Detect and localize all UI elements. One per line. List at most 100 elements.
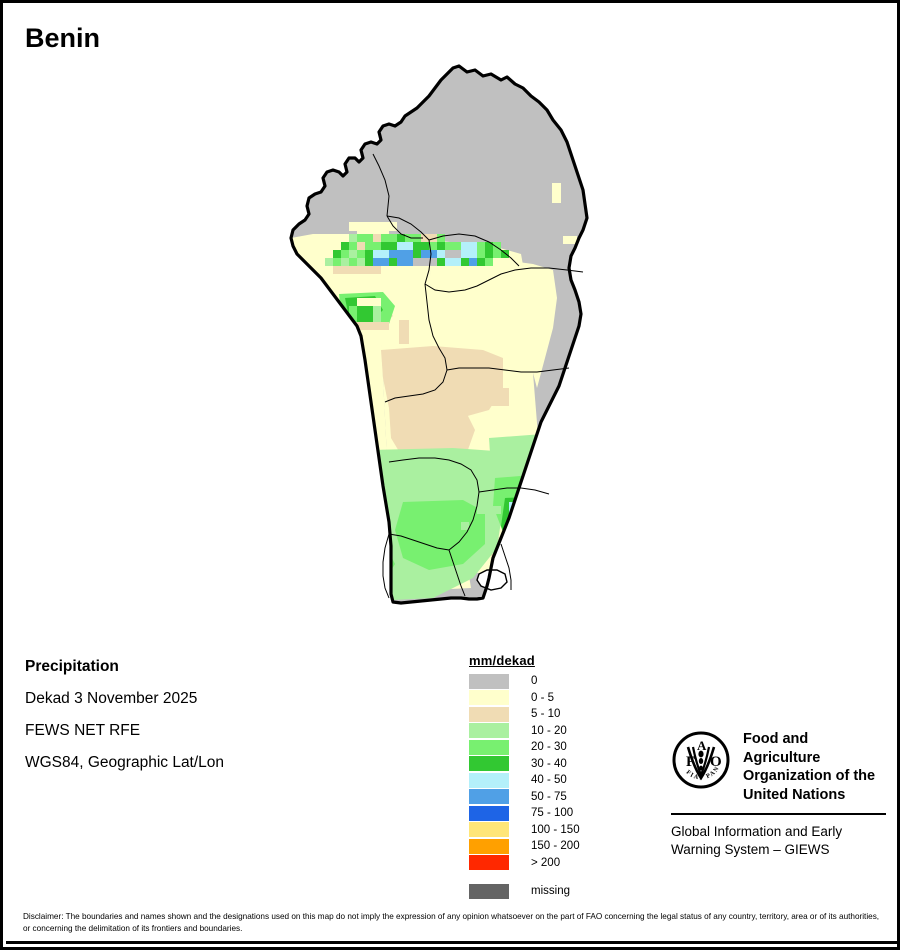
precip-cell [349, 242, 357, 250]
legend-swatch [469, 739, 509, 755]
legend-label: 30 - 40 [531, 757, 567, 770]
fao-logo-icon: F A O FIAT PANIS [669, 725, 731, 795]
precip-cell [389, 266, 397, 274]
legend-swatch [469, 756, 509, 772]
precip-cell [405, 266, 413, 274]
map-svg [289, 64, 605, 605]
precip-cell [349, 234, 357, 242]
precip-cell [357, 322, 365, 330]
legend-item-missing: missing [469, 883, 649, 900]
precip-cell [357, 250, 365, 258]
precip-cell [421, 250, 429, 258]
legend-swatch [469, 723, 509, 739]
precip-cell [485, 242, 493, 250]
precip-cell [413, 250, 421, 258]
precip-cell [477, 250, 485, 258]
precip-cell [365, 234, 373, 242]
legend-item-7: 50 - 75 [469, 789, 649, 806]
precip-cell [325, 250, 333, 258]
precip-cell [453, 250, 461, 258]
legend-item-5: 30 - 40 [469, 756, 649, 773]
legend-item-6: 40 - 50 [469, 772, 649, 789]
precip-cell [357, 306, 365, 314]
precip-cell [357, 266, 365, 274]
precip-cell [445, 258, 453, 266]
precip-cell [525, 546, 533, 554]
precip-cell [349, 266, 357, 274]
legend-label: > 200 [531, 856, 561, 869]
precip-cell [357, 314, 365, 322]
legend-label: 150 - 200 [531, 840, 580, 853]
benin-precipitation-map [253, 58, 673, 623]
legend-item-4: 20 - 30 [469, 739, 649, 756]
precip-cell [373, 298, 381, 306]
legend-swatch [469, 690, 509, 706]
precip-cell [397, 234, 405, 242]
precip-cell [405, 234, 413, 242]
precip-cell [341, 242, 349, 250]
precip-cell [421, 258, 429, 266]
precip-cell [461, 250, 469, 258]
precip-cell [365, 298, 373, 306]
legend-item-3: 10 - 20 [469, 723, 649, 740]
disclaimer-text: Disclaimer: The boundaries and names sho… [23, 912, 880, 933]
precip-cell [421, 242, 429, 250]
precip-cell [397, 258, 405, 266]
department-boundaries [372, 153, 584, 599]
precip-cell [389, 234, 397, 242]
precip-cell [597, 234, 605, 242]
precip-cell [493, 250, 501, 258]
precip-cell [397, 266, 405, 274]
legend: mm/dekad 0 0 - 5 5 - 10 10 - 20 20 - 30 30 - … [469, 653, 649, 900]
precip-cell [333, 250, 341, 258]
precip-cell [349, 258, 357, 266]
map-metadata: Precipitation Dekad 3 November 2025 FEWS… [25, 658, 445, 786]
precip-cell [373, 322, 381, 330]
precip-cell [373, 250, 381, 258]
precip-cell [477, 258, 485, 266]
precip-cell [365, 322, 373, 330]
precip-cell [365, 266, 373, 274]
precip-cell [429, 234, 437, 242]
precip-cell [445, 242, 453, 250]
legend-item-2: 5 - 10 [469, 706, 649, 723]
precip-cell [405, 258, 413, 266]
precip-cell [381, 322, 389, 330]
precip-cell [453, 242, 461, 250]
legend-item-9: 100 - 150 [469, 822, 649, 839]
precip-cell [349, 250, 357, 258]
svg-text:A: A [697, 738, 707, 753]
precip-cell [341, 266, 349, 274]
precip-cell [485, 258, 493, 266]
precip-cell [461, 242, 469, 250]
legend-label: 0 [531, 675, 538, 688]
precip-cell [349, 306, 357, 314]
legend-item-0: 0 [469, 673, 649, 690]
precip-cell [509, 538, 517, 546]
precip-cell [477, 506, 485, 514]
precip-cell [381, 234, 389, 242]
legend-swatch [469, 838, 509, 854]
precip-cell [429, 258, 437, 266]
legend-label: missing [531, 885, 570, 898]
precip-cell [485, 506, 493, 514]
precip-cell [517, 538, 525, 546]
precip-cell [365, 242, 373, 250]
legend-swatch [469, 855, 509, 871]
precip-cell [509, 546, 517, 554]
precip-cell [349, 314, 357, 322]
precip-cell [381, 242, 389, 250]
fao-organization-name: Food and Agriculture Organization of the… [743, 731, 876, 803]
legend-swatch [469, 805, 509, 821]
legend-item-8: 75 - 100 [469, 805, 649, 822]
precip-cell [357, 258, 365, 266]
legend-title: mm/dekad [469, 653, 535, 668]
precip-cell [333, 266, 341, 274]
precip-cell [365, 226, 373, 234]
precip-cell [381, 250, 389, 258]
precip-cell [581, 234, 587, 242]
precip-cell [517, 546, 525, 554]
legend-item-10: 150 - 200 [469, 838, 649, 855]
precip-cell [437, 250, 445, 258]
precip-cell [365, 250, 373, 258]
